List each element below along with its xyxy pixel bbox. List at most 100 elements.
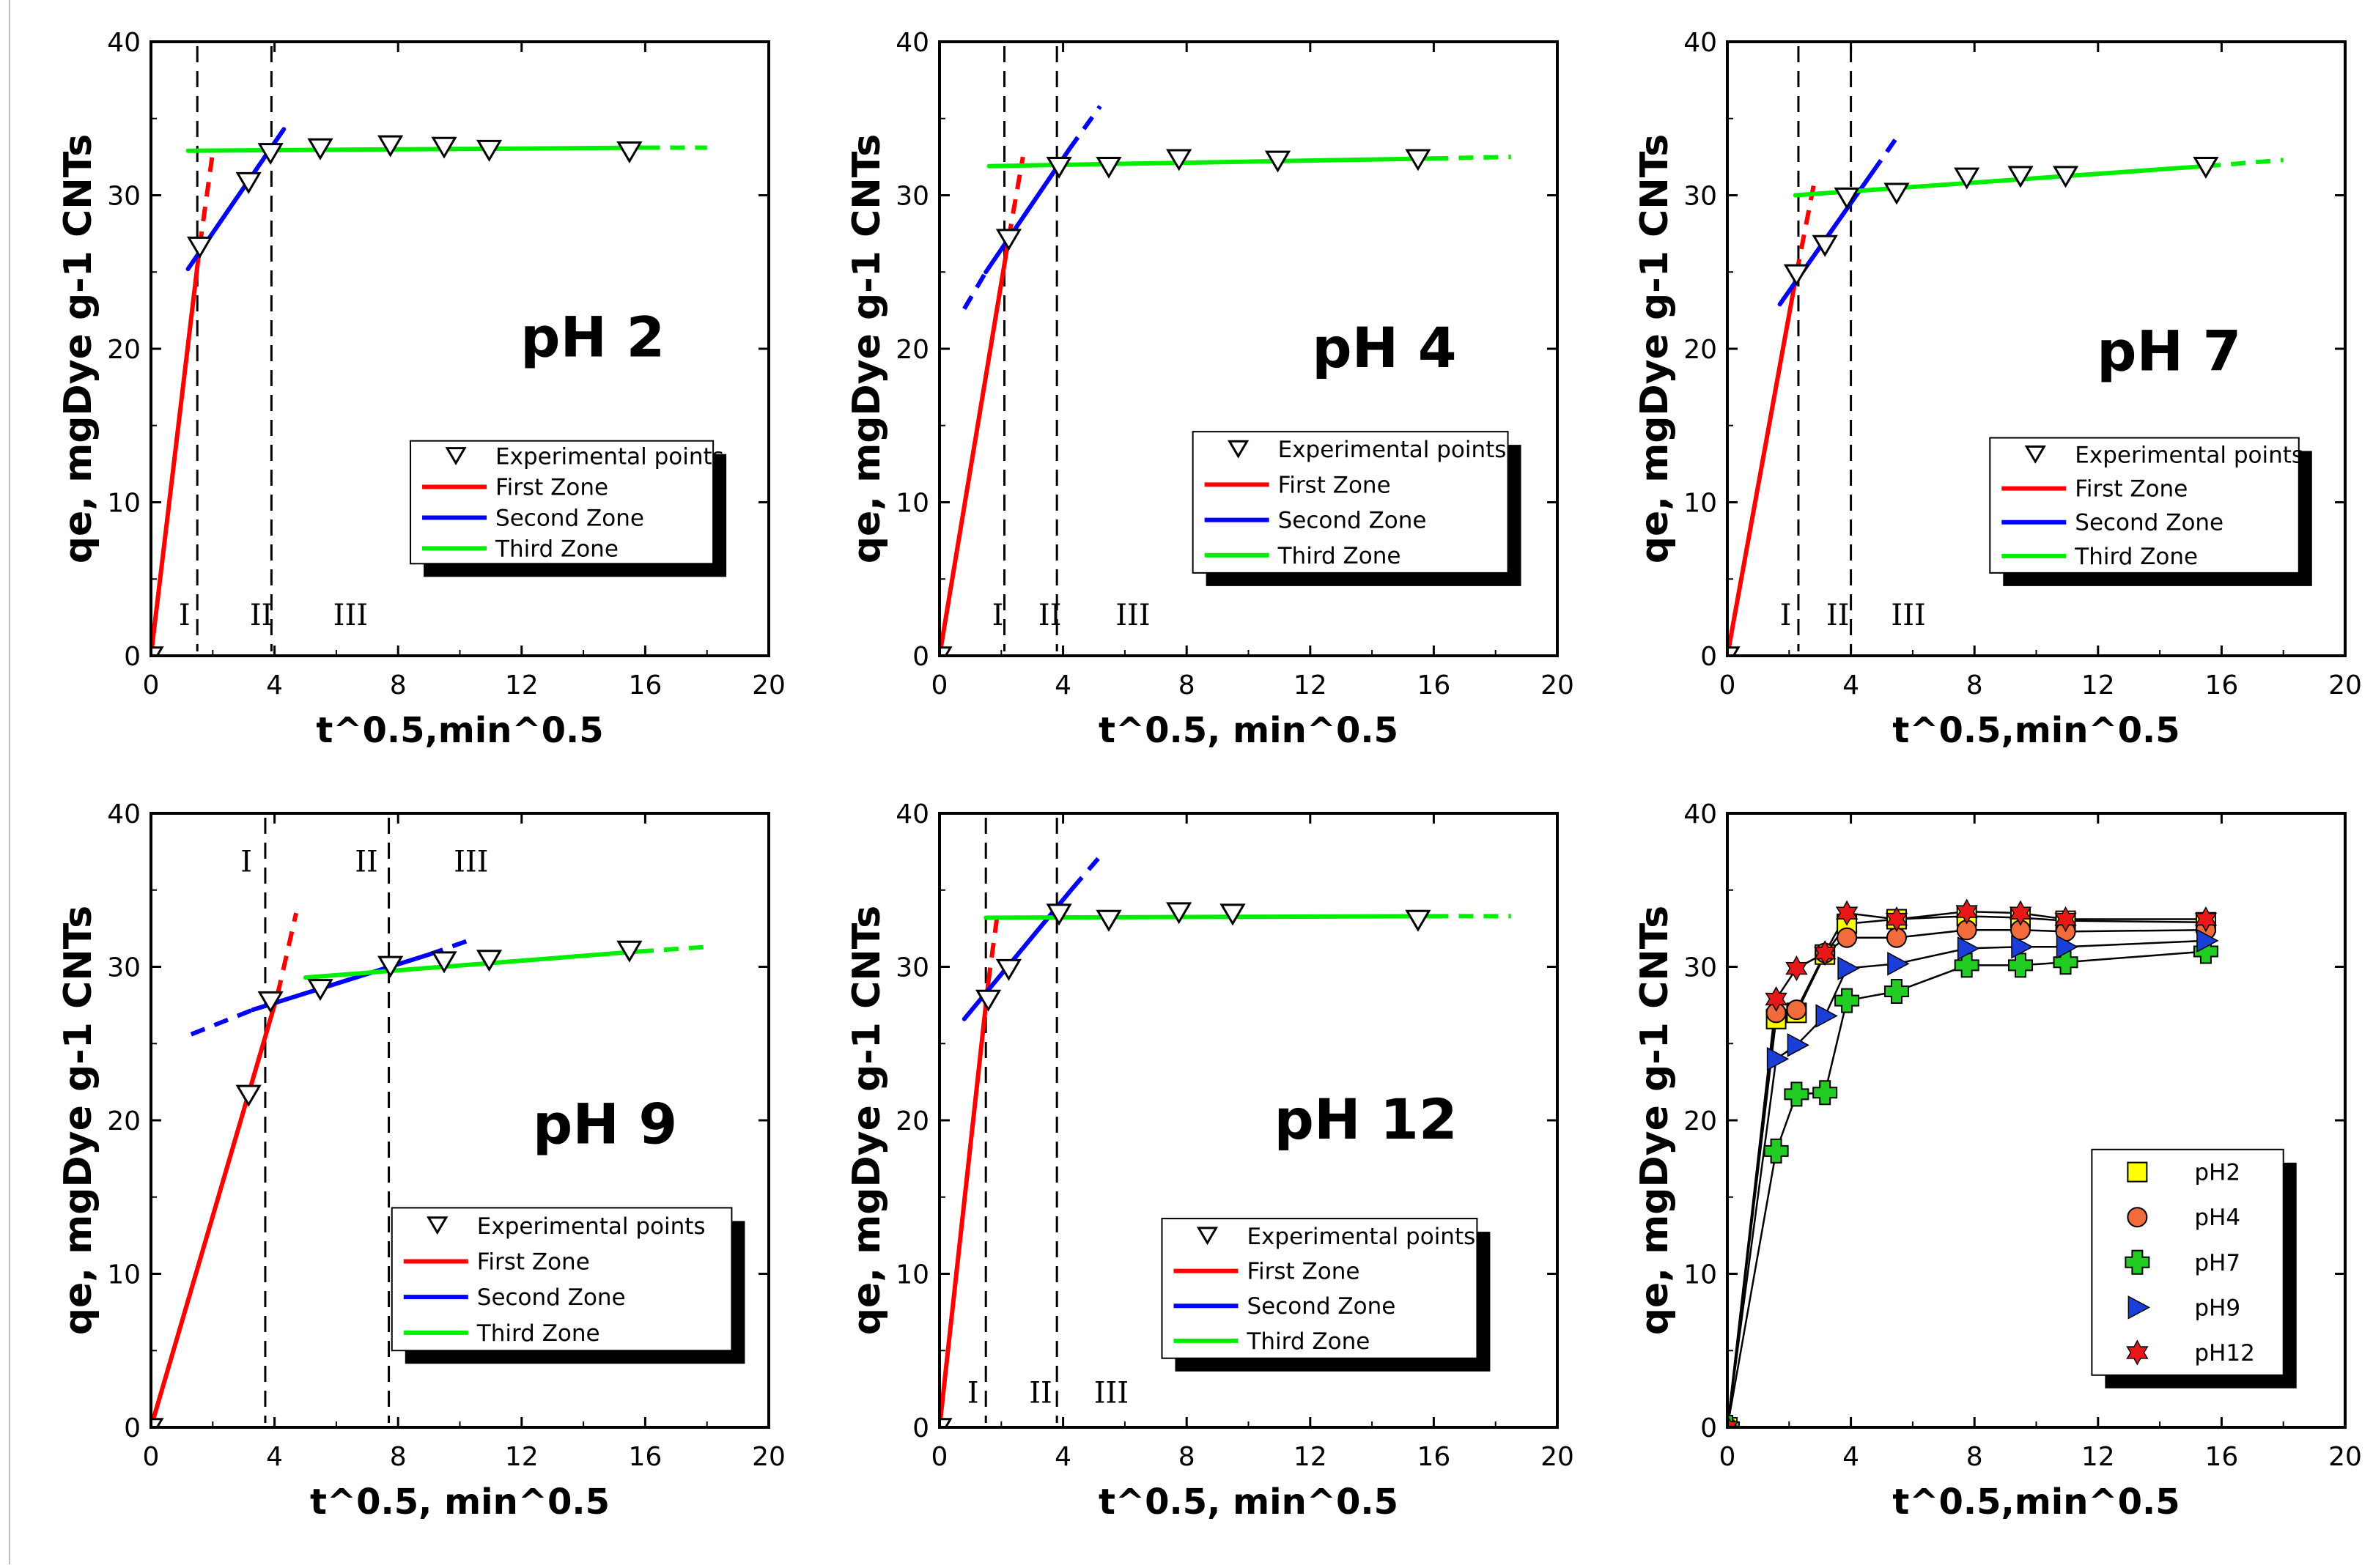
y-tick-label: 0 [912,1413,929,1443]
experimental-point [476,139,503,162]
series-point-ph12 [1765,985,1787,1013]
series-point-ph12 [1835,900,1859,926]
zone-label: I [967,1376,979,1410]
experimental-point [941,646,953,654]
y-tick-label: 40 [896,799,929,829]
legend-box [1989,437,2300,574]
zone-label: II [1038,599,1062,632]
y-axis-label: qe, mgDye g-1 CNTs [845,906,889,1335]
zone-label: III [1891,599,1925,632]
plot-area [941,818,1511,1426]
experimental-point [431,136,457,159]
third-zone-line [303,949,641,980]
legend-label: pH9 [2194,1295,2240,1321]
y-tick-label: 30 [1683,182,1717,212]
third-zone-extension [638,944,707,954]
x-tick-label: 12 [1293,670,1327,700]
panel-ph-label: pH 12 [1274,1087,1458,1152]
y-tick-label: 10 [896,489,929,519]
x-tick-label: 0 [143,670,160,700]
experimental-point [1834,187,1860,210]
legend-label: Experimental points [1247,1224,1475,1250]
x-tick-label: 8 [1966,1442,1983,1472]
x-tick-label: 20 [1540,670,1574,700]
x-tick-label: 16 [628,670,662,700]
panel-ph-label: pH 2 [520,304,665,369]
legend-marker-ph2 [2127,1161,2148,1183]
experimental-point [1954,167,1980,190]
y-tick-label: 10 [107,489,141,519]
x-tick-label: 0 [1719,1442,1736,1472]
series-point-ph4 [1786,999,1807,1021]
y-axis-label: qe, mgDye g-1 CNTs [1633,134,1677,563]
x-axis-label: t^0.5, min^0.5 [1099,710,1398,751]
plot-area [941,46,1511,654]
second-zone-line [251,952,432,1013]
experimental-point [152,1418,164,1426]
series-point-ph7 [1834,988,1860,1013]
first-zone-line [152,243,202,654]
series-point-ph12 [1813,940,1837,966]
x-tick-label: 20 [752,1442,786,1472]
y-tick-label: 30 [107,953,141,983]
legend-label: Third Zone [476,1320,600,1347]
experimental-point [1783,264,1810,286]
experimental-point [1219,903,1246,926]
x-tick-label: 8 [390,1442,407,1472]
y-tick-label: 20 [1683,1106,1717,1136]
legend-label: pH4 [2194,1205,2240,1231]
zone-label: I [992,599,1004,632]
x-tick-label: 12 [505,1442,539,1472]
legend-label: First Zone [495,475,608,501]
y-tick-label: 10 [107,1260,141,1290]
y-axis-label-group: qe, mgDye g-1 CNTs [845,134,889,563]
y-axis-label: qe, mgDye g-1 CNTs [845,134,889,563]
y-tick-label: 40 [896,28,929,58]
legend: Experimental points First Zone Second Zone… [1192,431,1521,586]
legend-label: Third Zone [1277,543,1401,569]
first-zone-line [152,992,280,1426]
series-point-ph7 [1954,953,1979,978]
legend-marker-experimental [445,447,467,466]
experimental-point [1096,156,1122,179]
zone-label: II [1029,1376,1052,1410]
y-tick-label: 20 [107,1106,141,1136]
legend-label: First Zone [2075,476,2188,503]
y-tick-label: 30 [896,953,929,983]
third-zone-extension [1433,155,1511,161]
experimental-point [616,940,643,963]
legend-label: Third Zone [2074,544,2198,570]
zone-label: III [1115,599,1150,632]
x-tick-label: 16 [2204,1442,2238,1472]
series-point-ph7 [1883,979,1909,1005]
series-point-ph7 [1784,1081,1809,1107]
experimental-point [1046,156,1072,179]
x-axis-label: t^0.5,min^0.5 [1892,710,2180,751]
experimental-point [257,143,284,166]
series-line-ph12 [1729,910,2206,1423]
legend-label: pH12 [2194,1340,2254,1367]
y-tick-label: 20 [896,1106,929,1136]
y-axis-label-group: qe, mgDye g-1 CNTs [56,906,100,1335]
x-axis-label: t^0.5,min^0.5 [1892,1482,2180,1523]
legend: pH2 pH4 pH7 pH9 pH12 [2091,1148,2297,1388]
y-tick-label: 0 [912,642,929,672]
experimental-point [1883,182,1910,205]
y-axis-label: qe, mgDye g-1 CNTs [56,906,100,1335]
legend-box [391,1207,733,1352]
experimental-point [307,979,333,1002]
first-zone-extension [986,908,1001,983]
zone-label: I [1780,599,1792,632]
y-axis-label-group: qe, mgDye g-1 CNTs [1633,134,1677,563]
panel-ph-label: pH 9 [533,1091,677,1156]
legend-label: First Zone [1278,472,1391,498]
series-point-ph9 [2011,935,2034,959]
x-tick-label: 12 [505,670,539,700]
second-zone-extension-back [962,270,988,311]
y-tick-label: 40 [107,28,141,58]
x-tick-label: 8 [1178,1442,1195,1472]
x-tick-label: 4 [1842,670,1859,700]
series-point-ph9 [1887,952,1910,976]
y-tick-label: 0 [124,1413,141,1443]
legend-label: Second Zone [1278,508,1427,534]
